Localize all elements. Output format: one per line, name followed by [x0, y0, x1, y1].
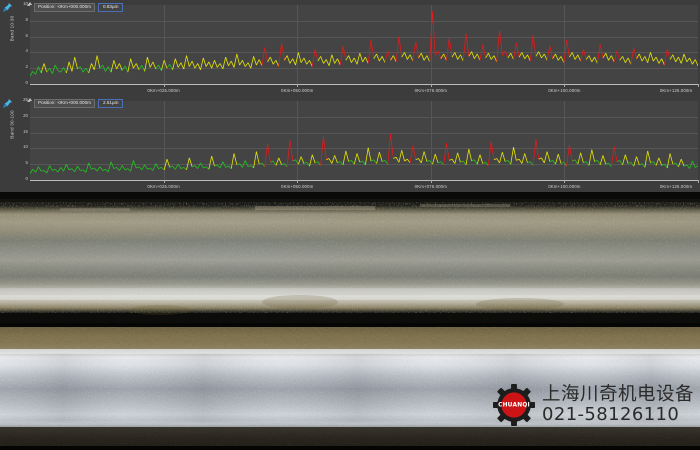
x-axis-tick-mark [163, 84, 165, 87]
pin-icon[interactable] [2, 98, 13, 109]
x-axis-tick-label: 0Km+025.000m [147, 184, 180, 189]
x-axis-tick-label: 0Km+075.000m [414, 88, 447, 93]
gridline-vertical [564, 101, 566, 180]
y-axis-tick-label: 10 [23, 144, 28, 150]
pin-icon[interactable] [2, 2, 13, 13]
x-axis-tick-mark [297, 84, 299, 87]
watermark-text: 上海川奇机电设备 021-58126110 [541, 384, 694, 426]
x-axis-line [30, 180, 698, 181]
x-axis-tick-mark [430, 84, 432, 87]
x-axis-tick-mark [698, 84, 699, 87]
company-phone: 021-58126110 [541, 404, 680, 426]
chart-band-10-30[interactable]: Band 10-30 10 8 6 4 2 0 0Km+025.000m 0Km+050.000… [0, 0, 700, 96]
gridline-vertical [163, 5, 165, 84]
y-axis-tick-label: 15 [23, 128, 28, 134]
gridline-horizontal [30, 36, 698, 38]
gridline-horizontal [30, 68, 698, 70]
x-axis-line [30, 84, 698, 85]
chuanqi-gear-logo-icon: CHUANQI [492, 384, 535, 426]
y-axis-ticks: 25 20 15 10 5 0 [13, 96, 29, 181]
y-axis-tick-label: 25 [23, 96, 28, 102]
x-axis-tick-label: 0Km+100.000m [548, 88, 581, 93]
gridline-horizontal [30, 52, 698, 54]
cursor-readout: Position: -0Km+000.000m 0.83µm [34, 3, 124, 12]
y-axis-tick-label: 10 [23, 0, 28, 6]
value-readout: 0.83µm [98, 3, 124, 12]
waveform-charts-panel: Band 10-30 10 8 6 4 2 0 0Km+025.000m 0Km+050.000… [0, 0, 700, 192]
y-axis-ticks: 10 8 6 4 2 0 [13, 0, 29, 85]
cursor-readout: Position: -0Km+000.000m 2.51µm [34, 99, 124, 108]
plot-area[interactable] [30, 101, 698, 180]
rail-image-top-graphic [0, 192, 700, 323]
gridline-vertical [564, 5, 566, 84]
x-axis-tick-label: 0Km+075.000m [414, 184, 447, 189]
x-axis-tick-mark [564, 180, 566, 183]
svg-text:CHUANQI: CHUANQI [498, 403, 530, 409]
gridline-horizontal [30, 116, 698, 118]
waveform-trace [30, 133, 698, 174]
gridline-vertical [297, 5, 299, 84]
x-axis-tick-mark [698, 180, 699, 183]
y-axis-tick-label: 20 [23, 112, 28, 118]
gridline-vertical [430, 5, 432, 84]
x-axis-tick-label: 0Km+100.000m [548, 184, 581, 189]
company-watermark: CHUANQI 上海川奇机电设备 021-58126110 [492, 384, 694, 426]
chart-band-30-100[interactable]: Band 30-100 25 20 15 10 5 0 0Km+025.000m 0Km+050… [0, 96, 700, 192]
x-axis-ticks: 0Km+025.000m 0Km+050.000m 0Km+075.000m 0Km+… [30, 180, 699, 192]
y-axis-tick-label: 2 [25, 63, 28, 69]
x-axis-ticks: 0Km+025.000m 0Km+050.000m 0Km+075.000m 0Km+… [30, 84, 699, 96]
x-axis-tick-mark [297, 180, 299, 183]
y-axis-tick-label: 0 [25, 175, 28, 181]
position-readout: Position: -0Km+000.000m [34, 99, 95, 108]
waveform-trace [30, 11, 698, 77]
x-axis-tick-mark [564, 84, 566, 87]
y-axis-tick-label: 5 [25, 159, 28, 165]
plot-area[interactable] [30, 5, 698, 84]
x-axis-tick-label: 0Km+050.000m [281, 184, 314, 189]
x-axis-tick-label: 0Km+125.000m [659, 184, 693, 189]
y-axis-arrow [27, 2, 33, 6]
value-readout: 2.51µm [98, 99, 124, 108]
x-axis-tick-label: 0Km+025.000m [147, 88, 180, 93]
gridline-vertical [430, 101, 432, 180]
y-axis-arrow [27, 98, 33, 102]
x-axis-tick-mark [430, 180, 432, 183]
x-axis-tick-mark [163, 180, 165, 183]
rail-surface-image-bottom[interactable] [0, 323, 700, 450]
position-readout: Position: -0Km+000.000m [34, 3, 95, 12]
gridline-horizontal [30, 148, 698, 150]
y-axis-tick-label: 4 [25, 48, 28, 54]
y-axis-tick-label: 0 [25, 79, 28, 85]
gridline-horizontal [30, 164, 698, 166]
rail-image-bottom-graphic [0, 323, 700, 450]
y-axis-tick-label: 6 [25, 32, 28, 38]
y-axis-tick-label: 8 [25, 16, 28, 22]
gridline-horizontal [30, 132, 698, 134]
gridline-vertical [163, 101, 165, 180]
gridline-horizontal [30, 20, 698, 22]
company-name-cn: 上海川奇机电设备 [541, 384, 694, 406]
x-axis-tick-label: 0Km+050.000m [281, 88, 314, 93]
rail-surface-image-top[interactable] [0, 192, 700, 323]
x-axis-tick-label: 0Km+125.000m [659, 88, 693, 93]
gridline-vertical [297, 101, 299, 180]
